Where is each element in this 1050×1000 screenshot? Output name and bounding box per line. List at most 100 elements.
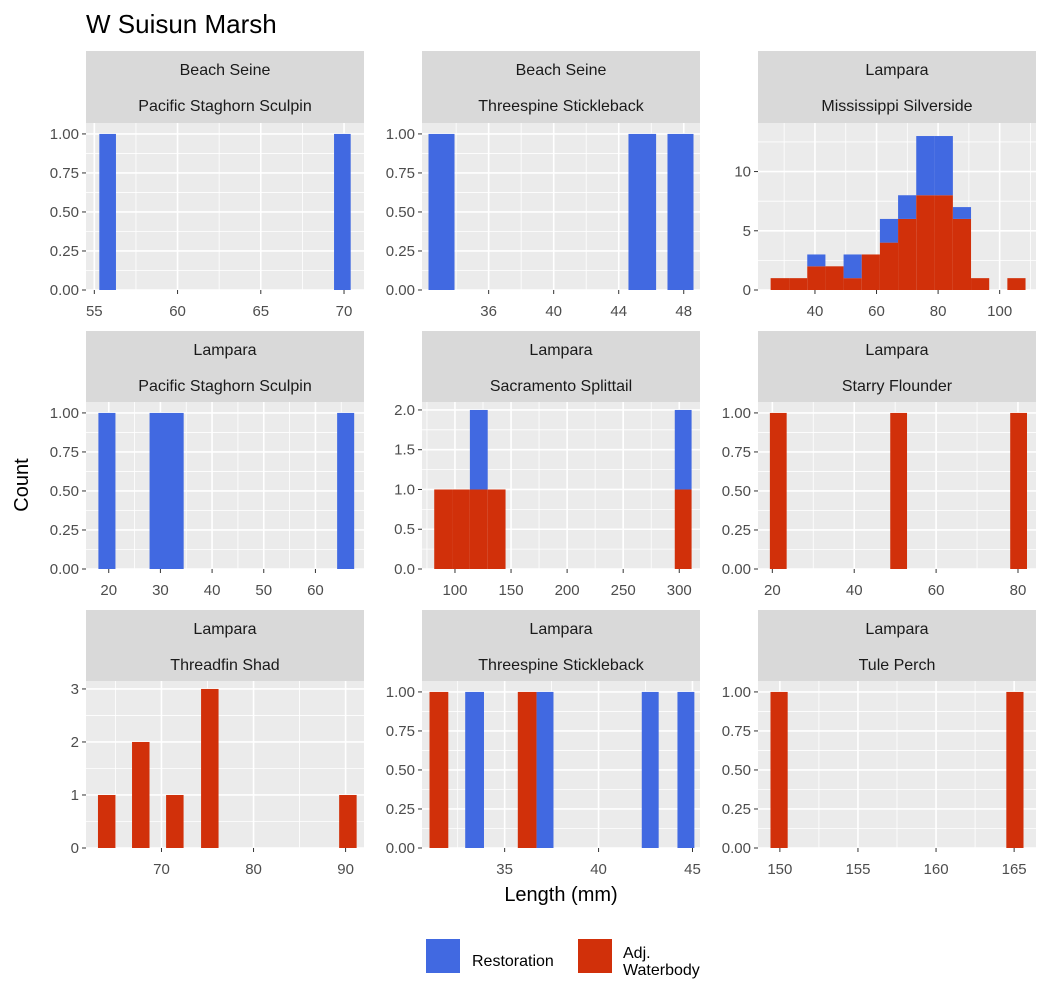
y-tick-label: 0.25 [722,522,751,539]
facet-panel: Lampara Mississippi Silverside 40 60 80 100 0 5… [734,51,1036,320]
y-tick-label: 0.00 [386,840,415,857]
strip-species-label: Starry Flounder [842,378,953,395]
y-tick-label: 1 [71,787,79,804]
y-tick-label: 0.50 [50,483,79,500]
strip-method-label: Lampara [865,62,928,79]
x-tick-label: 80 [1010,582,1027,599]
chart-title: W Suisun Marsh [86,9,277,39]
y-tick-label: 1.5 [394,442,415,459]
y-tick-label: 2 [71,734,79,751]
x-tick-label: 40 [807,303,824,320]
x-tick-label: 60 [169,303,186,320]
y-tick-label: 0.00 [50,561,79,578]
x-tick-label: 80 [245,861,262,878]
y-tick-label: 1.0 [394,481,415,498]
x-tick-label: 40 [846,582,863,599]
y-tick-label: 0.75 [722,444,751,461]
bar-adj-waterbody [1010,412,1027,569]
facet-strip [422,51,700,123]
bar-adj-waterbody [452,489,470,569]
x-tick-label: 250 [611,582,636,599]
y-tick-label: 0.50 [386,762,415,779]
facet-panel: Lampara Threespine Stickleback 35 40 45 0.00 0… [386,610,701,878]
bar-restoration [843,254,862,279]
facet-panel: Lampara Sacramento Splittail 100 150 200 250 3… [394,331,700,599]
y-tick-label: 5 [743,223,751,240]
x-tick-label: 155 [845,861,870,878]
facet-strip [86,331,364,402]
bar-restoration [807,254,826,267]
legend-label: Adj. [623,945,651,962]
bar-restoration [469,409,488,490]
bar-restoration [98,412,116,569]
x-tick-label: 150 [767,861,792,878]
bar-adj-waterbody [166,794,184,848]
bar-adj-waterbody [916,195,935,290]
x-tick-label: 36 [480,303,497,320]
bar-adj-waterbody [807,266,826,290]
y-tick-label: 0.25 [50,243,79,260]
x-tick-label: 35 [496,861,513,878]
facet-strip [86,51,364,123]
x-tick-label: 90 [337,861,354,878]
bar-adj-waterbody [434,489,453,569]
x-tick-label: 20 [100,582,117,599]
bar-restoration [898,195,917,219]
y-tick-label: 1.00 [50,126,79,143]
y-tick-label: 0.50 [722,483,751,500]
bar-adj-waterbody [971,278,990,290]
facet-strip [758,610,1036,681]
facet-panel: Lampara Threadfin Shad 70 80 90 0 1 2 3 [71,610,364,878]
strip-method-label: Lampara [193,621,256,638]
y-tick-label: 1.00 [386,126,415,143]
y-tick-label: 0 [71,840,79,857]
bar-adj-waterbody [97,794,116,848]
facet-strip [422,610,700,681]
x-tick-label: 70 [153,861,170,878]
panel-background [422,123,700,290]
panel-background [86,123,364,290]
x-axis-title: Length (mm) [504,884,617,906]
bar-adj-waterbody [770,278,790,290]
panel-background [86,681,364,848]
x-tick-label: 40 [545,303,562,320]
y-tick-label: 0.50 [722,762,751,779]
bar-adj-waterbody [861,254,880,290]
bar-restoration [334,133,351,290]
legend-swatch [578,939,612,973]
strip-species-label: Pacific Staghorn Sculpin [138,378,311,395]
bar-adj-waterbody [843,278,862,290]
x-tick-label: 20 [764,582,781,599]
x-tick-label: 150 [499,582,524,599]
bar-restoration [99,133,116,290]
y-tick-label: 0.0 [394,561,415,578]
y-tick-label: 1.00 [722,405,751,422]
bar-adj-waterbody [890,412,908,569]
facet-strip [422,331,700,402]
bar-restoration [149,412,184,569]
x-tick-label: 160 [924,861,949,878]
y-tick-label: 0.75 [50,165,79,182]
facet-panel: Beach Seine Pacific Staghorn Sculpin 55 60 6… [50,51,364,320]
y-tick-label: 0.00 [722,561,751,578]
bar-restoration [465,691,484,848]
y-tick-label: 1.00 [722,684,751,701]
bar-restoration [879,218,899,243]
x-tick-label: 40 [204,582,221,599]
facet-strip [758,51,1036,123]
bar-adj-waterbody [132,741,150,848]
y-tick-label: 0.50 [50,204,79,221]
strip-species-label: Threespine Stickleback [478,98,644,115]
x-tick-label: 70 [336,303,353,320]
y-tick-label: 0.75 [386,165,415,182]
bar-adj-waterbody [770,691,788,848]
bar-restoration [428,133,455,290]
y-tick-label: 0.50 [386,204,415,221]
x-tick-label: 100 [987,303,1012,320]
x-tick-label: 60 [928,582,945,599]
bar-adj-waterbody [879,242,899,290]
y-tick-label: 0.75 [386,723,415,740]
x-tick-label: 165 [1002,861,1027,878]
y-tick-label: 0.75 [722,723,751,740]
